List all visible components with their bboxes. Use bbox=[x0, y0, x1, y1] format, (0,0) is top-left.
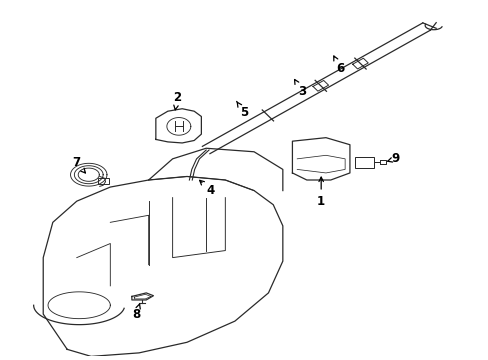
Text: 7: 7 bbox=[72, 156, 85, 173]
Text: 6: 6 bbox=[333, 56, 344, 75]
Text: 9: 9 bbox=[387, 152, 399, 165]
Text: 3: 3 bbox=[294, 80, 305, 98]
Text: 5: 5 bbox=[236, 102, 248, 120]
Text: 8: 8 bbox=[132, 304, 140, 320]
Text: 2: 2 bbox=[173, 91, 181, 110]
Bar bbox=[354, 157, 373, 168]
Text: 1: 1 bbox=[316, 177, 325, 208]
Bar bbox=[98, 178, 109, 184]
Text: 4: 4 bbox=[199, 180, 215, 197]
